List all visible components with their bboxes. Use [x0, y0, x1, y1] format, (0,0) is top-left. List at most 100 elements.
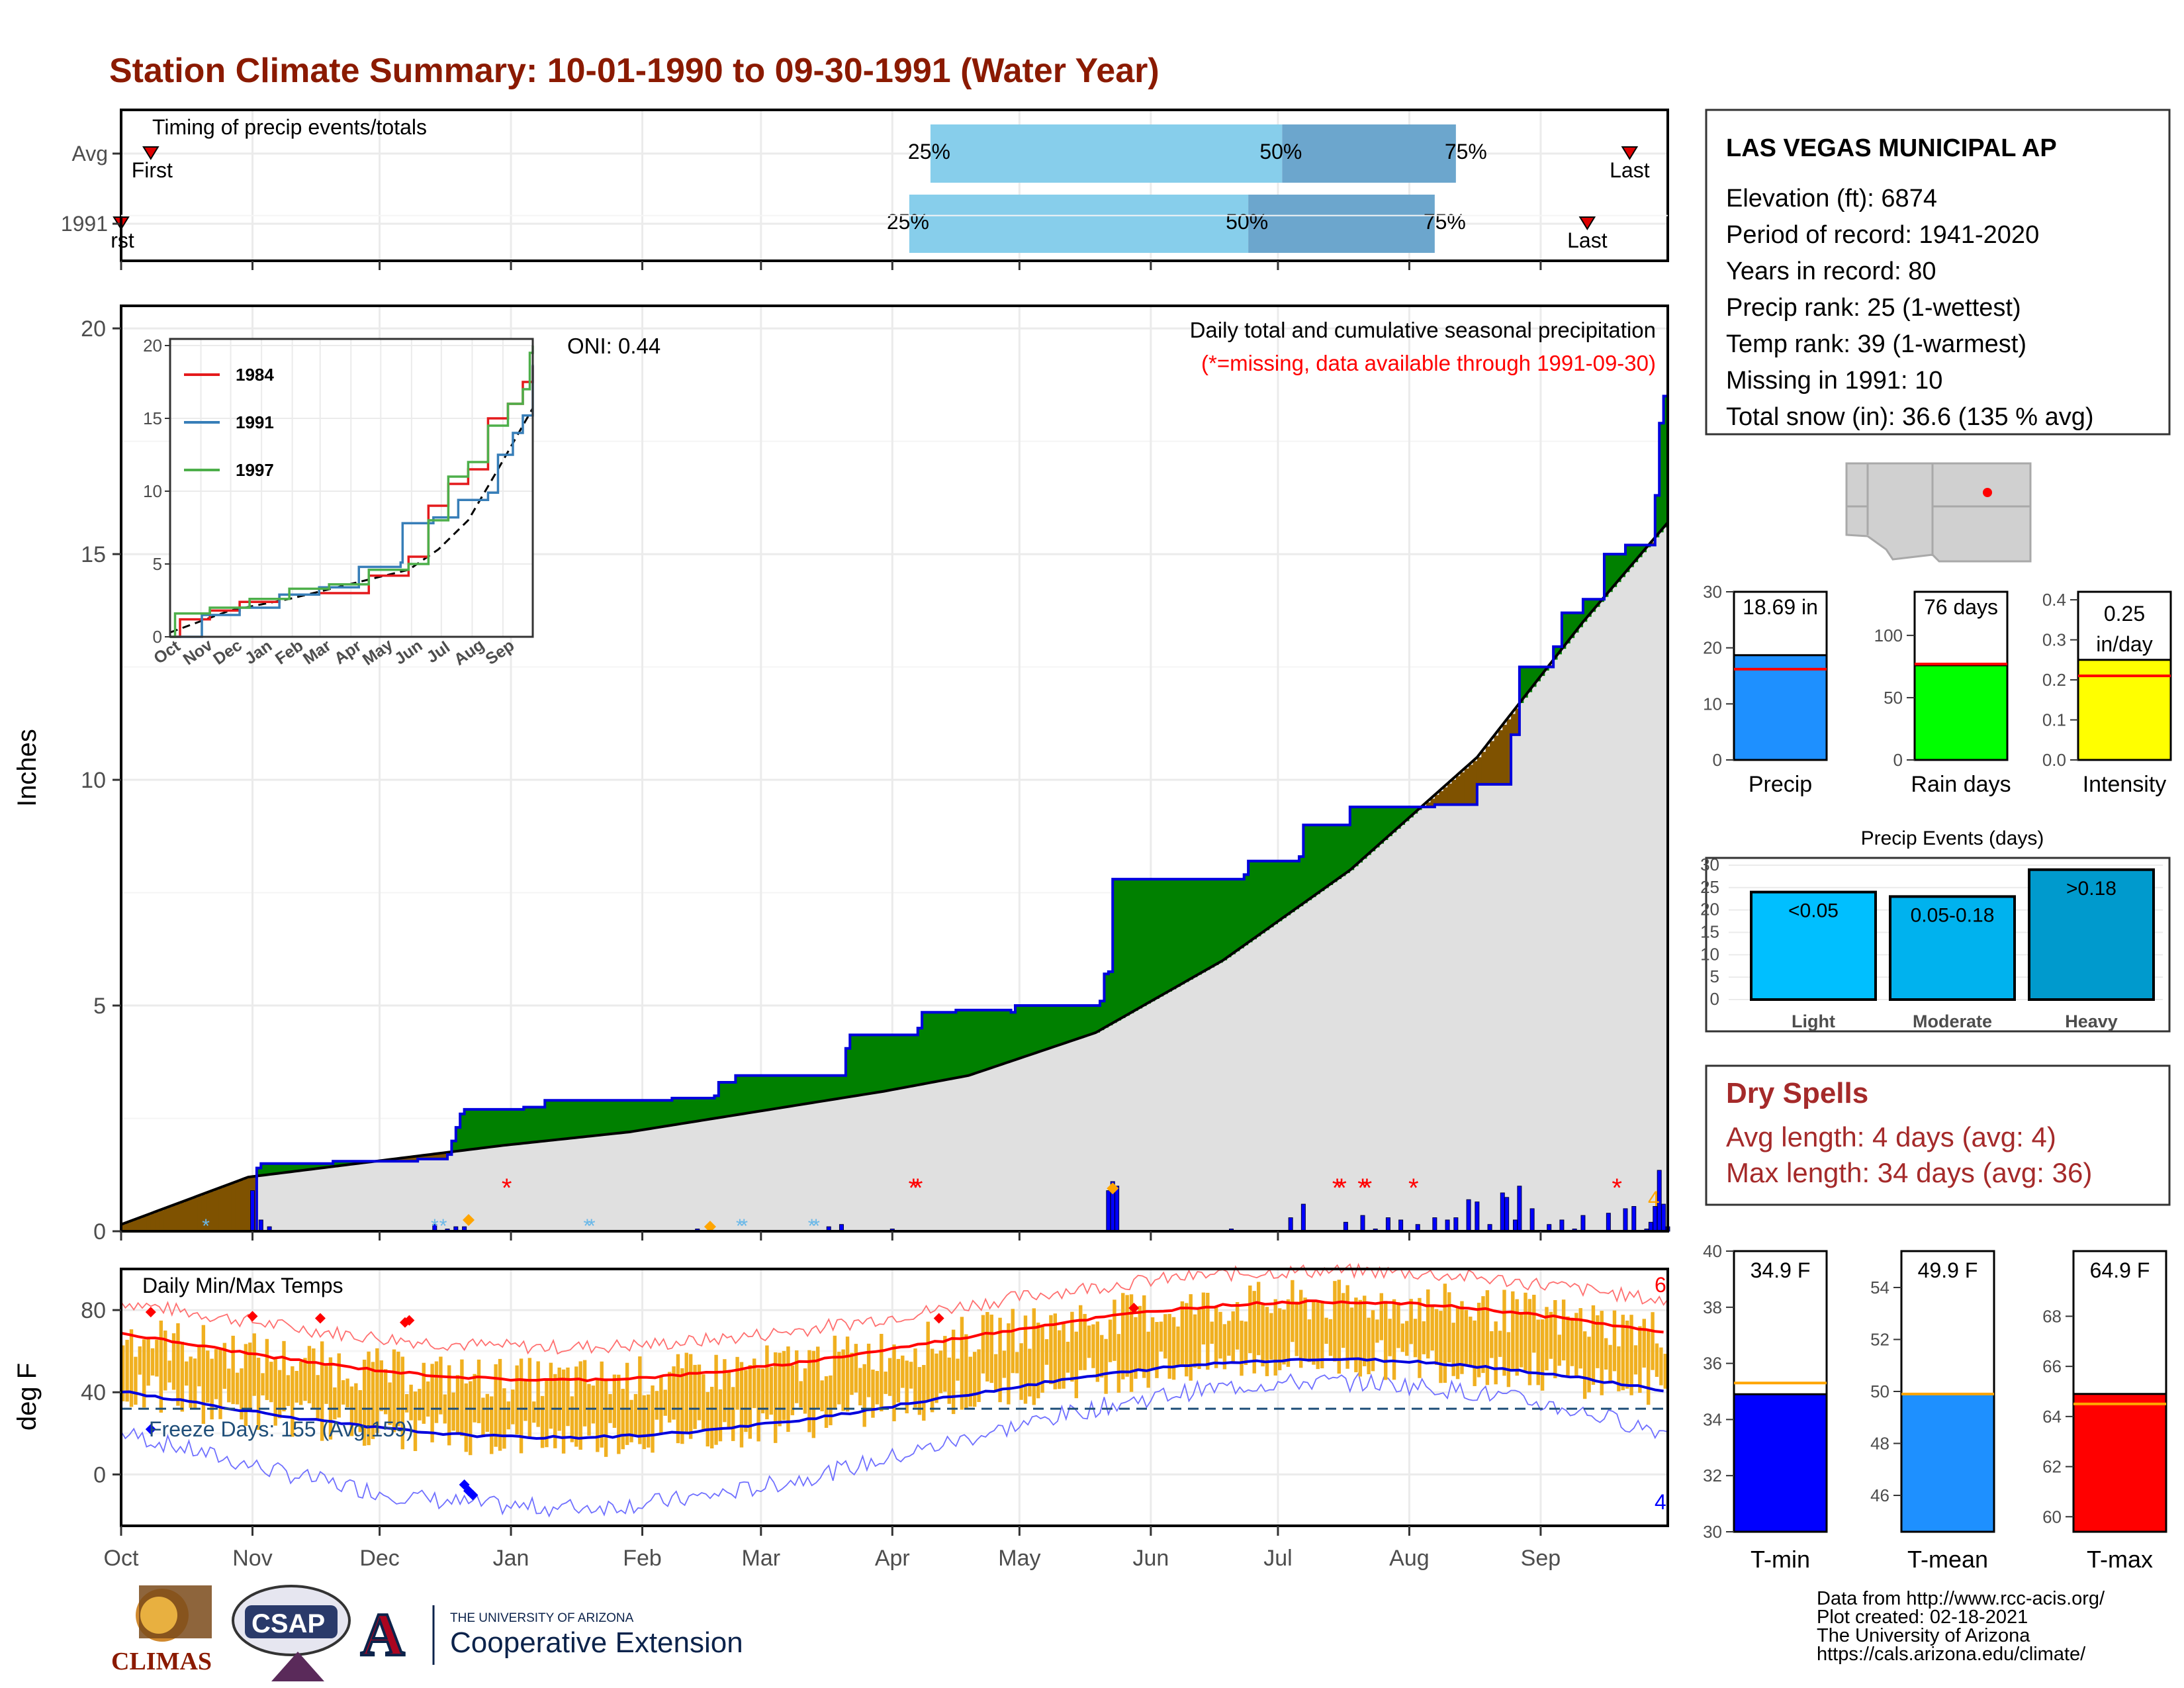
events-title: Precip Events (days)	[1861, 827, 2044, 849]
daily-temp-bar	[723, 1359, 727, 1423]
above-average-fill	[464, 1109, 469, 1150]
daily-temp-bar	[1578, 1308, 1582, 1369]
average-base-fill	[1443, 804, 1448, 1231]
above-average-fill	[646, 1100, 651, 1129]
average-base-fill	[430, 1158, 435, 1231]
daily-temp-bar	[362, 1360, 367, 1446]
month-label: Sep	[1521, 1546, 1561, 1571]
daily-precip-bar	[250, 1190, 255, 1232]
average-base-fill	[811, 1102, 817, 1231]
summary-bar-label: Rain days	[1911, 772, 2011, 797]
above-average-fill	[824, 1075, 829, 1101]
average-base-fill	[633, 1131, 639, 1231]
daily-temp-bar	[1218, 1311, 1222, 1359]
above-average-fill	[1570, 612, 1575, 638]
daily-temp-bar	[1116, 1334, 1121, 1393]
average-base-fill	[1473, 804, 1478, 1231]
average-base-fill	[917, 1085, 923, 1231]
daily-temp-bar	[1235, 1301, 1240, 1350]
average-base-fill	[1095, 1032, 1101, 1231]
daily-temp-bar	[1295, 1301, 1298, 1356]
daily-precip-bar	[1606, 1213, 1611, 1232]
average-base-fill	[265, 1174, 270, 1231]
above-average-fill	[1023, 1006, 1028, 1057]
average-base-fill	[358, 1163, 363, 1231]
daily-temp-bar	[1434, 1309, 1439, 1365]
above-average-fill	[1265, 861, 1270, 931]
average-base-fill	[1392, 832, 1397, 1231]
above-average-fill	[549, 1100, 554, 1141]
above-average-fill	[837, 1075, 842, 1099]
daily-temp-bar	[1413, 1319, 1418, 1358]
average-base-fill	[1062, 1044, 1067, 1231]
above-average-fill	[498, 1109, 503, 1147]
daily-temp-bar	[193, 1358, 197, 1409]
daily-temp-bar	[1058, 1330, 1062, 1389]
average-base-fill	[490, 1147, 495, 1231]
average-base-fill	[642, 1129, 647, 1231]
above-average-fill	[667, 1100, 672, 1126]
above-average-fill	[998, 1009, 1003, 1066]
events-tick-label: 5	[1710, 966, 1719, 986]
daily-temp-bar	[1023, 1315, 1028, 1404]
above-average-fill	[871, 1035, 876, 1094]
daily-temp-bar	[1240, 1321, 1244, 1376]
average-base-fill	[469, 1149, 474, 1231]
daily-temp-bar	[142, 1339, 146, 1408]
above-average-fill	[1524, 667, 1529, 698]
daily-temp-bar	[582, 1360, 587, 1427]
average-base-fill	[1337, 879, 1342, 1231]
average-base-fill	[968, 1075, 974, 1231]
daily-temp-bar	[269, 1362, 273, 1403]
daily-temp-bar	[1032, 1308, 1036, 1405]
daily-temp-bar	[1426, 1289, 1430, 1359]
above-average-fill	[1625, 545, 1630, 573]
above-average-fill	[561, 1100, 567, 1139]
above-average-fill	[972, 1009, 978, 1074]
daily-temp-bar	[214, 1349, 218, 1399]
ua-big-text: Cooperative Extension	[450, 1626, 743, 1659]
above-average-fill	[1371, 806, 1376, 852]
daily-temp-bar	[638, 1356, 642, 1444]
daily-temp-bar	[667, 1372, 672, 1423]
average-base-fill	[887, 1090, 893, 1231]
dry-spells-title: Dry Spells	[1726, 1077, 1868, 1109]
above-average-fill	[896, 1035, 901, 1090]
inset-series-line	[170, 364, 534, 638]
below-average-fill	[1490, 741, 1495, 784]
daily-temp-bar	[672, 1366, 676, 1420]
daily-temp-bar	[651, 1385, 655, 1453]
average-base-fill	[1206, 970, 1211, 1231]
month-label: Nov	[232, 1546, 272, 1571]
daily-temp-bar	[1150, 1317, 1155, 1369]
daily-temp-bar	[1049, 1315, 1053, 1384]
daily-temp-bar	[655, 1391, 659, 1420]
daily-temp-bar	[291, 1366, 295, 1437]
above-average-fill	[536, 1107, 541, 1142]
above-average-fill	[1608, 554, 1614, 592]
daily-temp-bar	[617, 1374, 621, 1454]
daily-temp-bar	[1464, 1309, 1469, 1366]
timing-label: Timing of precip events/totals	[152, 115, 427, 139]
record-high-marker	[145, 1307, 156, 1318]
daily-temp-bar	[1354, 1297, 1358, 1372]
above-average-fill	[1553, 646, 1559, 660]
climas-logo: CLIMAS	[111, 1585, 212, 1675]
above-average-fill	[1367, 806, 1372, 855]
daily-temp-bar	[545, 1379, 549, 1448]
below-average-fill	[159, 1210, 164, 1231]
daily-temp-bar	[981, 1315, 985, 1374]
daily-temp-bar	[774, 1352, 778, 1443]
above-average-fill	[1303, 825, 1308, 904]
average-base-fill	[1617, 582, 1622, 1231]
temp-summary-label: T-max	[2087, 1546, 2153, 1573]
average-base-fill	[1502, 784, 1508, 1231]
daily-temp-bar	[866, 1343, 871, 1397]
average-base-fill	[820, 1101, 825, 1231]
daily-temp-bar	[354, 1383, 358, 1425]
average-base-fill	[985, 1070, 991, 1231]
above-average-fill	[1388, 806, 1393, 837]
average-base-fill	[709, 1119, 715, 1231]
daily-temp-bar	[1540, 1319, 1545, 1391]
station-detail-line: Years in record: 80	[1726, 258, 1936, 285]
